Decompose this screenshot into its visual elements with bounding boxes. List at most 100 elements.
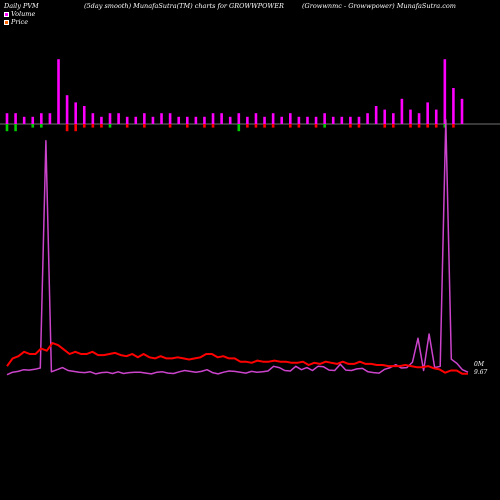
volume-bar-down <box>349 124 352 128</box>
volume-bar-up <box>143 113 146 124</box>
volume-bar-down <box>65 124 69 132</box>
price-line <box>6 342 468 375</box>
volume-bar-up <box>314 116 318 124</box>
volume-bar-down <box>271 124 275 128</box>
volume-bar-up <box>91 113 95 124</box>
volume-bar-up <box>125 116 129 124</box>
volume-bar-up <box>134 116 138 124</box>
volume-bar-up <box>228 116 232 124</box>
chart-header-center: (5day smooth) MunafaSutra(TM) charts for… <box>84 2 284 10</box>
volume-bar-down <box>91 124 95 128</box>
volume-bar-down <box>203 124 206 128</box>
legend-price: Price <box>4 18 28 26</box>
legend-volume: Volume <box>4 10 35 18</box>
volume-bar-up <box>203 116 206 124</box>
volume-bar-up <box>160 113 163 124</box>
volume-bar-up <box>40 113 43 124</box>
volume-bar-up <box>383 109 387 124</box>
volume-bar-down <box>211 124 215 128</box>
volume-bar-up <box>5 113 9 124</box>
chart-header-right: (Growwnmc - Growwpower) MunafaSutra.com <box>302 2 456 10</box>
volume-bar-down <box>263 124 266 128</box>
volume-bar-down <box>246 124 249 128</box>
volume-bar-down <box>452 124 455 128</box>
volume-bar-down <box>14 124 17 132</box>
volume-bar-down <box>323 124 326 128</box>
volume-bar-up <box>220 113 223 124</box>
volume-bar-up <box>340 116 344 124</box>
volume-bar-down <box>434 124 438 128</box>
volume-bar-up <box>434 109 438 124</box>
volume-bar-down <box>40 124 43 128</box>
volume-bar-up <box>323 113 326 124</box>
legend-volume-swatch <box>4 11 9 17</box>
volume-bar-down <box>82 124 86 128</box>
volume-bar-down <box>357 124 361 128</box>
volume-bar-up <box>65 95 69 124</box>
volume-bar-up <box>22 116 26 124</box>
volume-bar-down <box>168 124 172 128</box>
volume-bar-down <box>100 124 103 128</box>
volume-bar-down <box>237 124 241 132</box>
chart-header-left: Daily PVM <box>4 2 39 10</box>
volume-bar-down <box>289 124 292 128</box>
end-label-bottom: 9.67 <box>474 369 488 376</box>
legend-volume-label: Volume <box>11 10 36 18</box>
volume-bar-up <box>289 113 292 124</box>
volume-bar-up <box>349 116 352 124</box>
volume-bar-down <box>392 124 395 128</box>
volume-bar-up <box>14 113 17 124</box>
volume-bar-down <box>383 124 387 128</box>
volume-bar-down <box>426 124 429 128</box>
volume-bar-up <box>417 113 421 124</box>
volume-bar-up <box>194 116 198 124</box>
volume-bar-up <box>280 116 284 124</box>
legend-price-swatch <box>4 19 9 25</box>
volume-bar-up <box>297 116 301 124</box>
volume-bar-down <box>108 124 112 128</box>
volume-bar-down <box>409 124 412 128</box>
volume-bar-down <box>297 124 301 128</box>
volume-bar-up <box>108 113 112 124</box>
volume-bar-up <box>246 116 249 124</box>
volume-bar-up <box>211 113 215 124</box>
volume-bar-up <box>48 113 52 124</box>
volume-bar-up <box>151 116 155 124</box>
volume-bar-down <box>31 124 35 128</box>
volume-bar-up <box>460 98 464 124</box>
volume-bar-up <box>366 113 369 124</box>
volume-bar-up <box>237 113 241 124</box>
volume-bar-up <box>443 59 447 125</box>
volume-bar-up <box>100 116 103 124</box>
volume-bar-up <box>392 113 395 124</box>
volume-bar-up <box>57 59 60 125</box>
volume-bar-up <box>263 116 266 124</box>
volume-bar-up <box>271 113 275 124</box>
volume-bar-up <box>117 113 120 124</box>
volume-bar-up <box>31 116 35 124</box>
volume-bar-up <box>374 106 378 124</box>
volume-bar-up <box>357 116 361 124</box>
end-label-top: 0M <box>474 361 484 368</box>
volume-bar-up <box>168 113 172 124</box>
volume-bar-down <box>254 124 258 128</box>
volume-bar-up <box>331 116 335 124</box>
volume-bar-down <box>417 124 421 128</box>
volume-bar-up <box>452 88 455 124</box>
volume-bar-up <box>400 98 404 124</box>
pvm-line <box>6 119 469 376</box>
volume-bar-up <box>409 109 412 124</box>
volume-bar-up <box>185 116 189 124</box>
volume-bar-up <box>177 116 180 124</box>
volume-bar-down <box>74 124 77 132</box>
volume-bar-down <box>314 124 318 128</box>
volume-bar-down <box>5 124 9 132</box>
volume-bar-down <box>185 124 189 128</box>
volume-bar-up <box>306 116 309 124</box>
volume-bar-up <box>426 102 429 124</box>
volume-bar-down <box>143 124 146 128</box>
legend-price-label: Price <box>11 18 29 26</box>
volume-bar-up <box>82 106 86 124</box>
